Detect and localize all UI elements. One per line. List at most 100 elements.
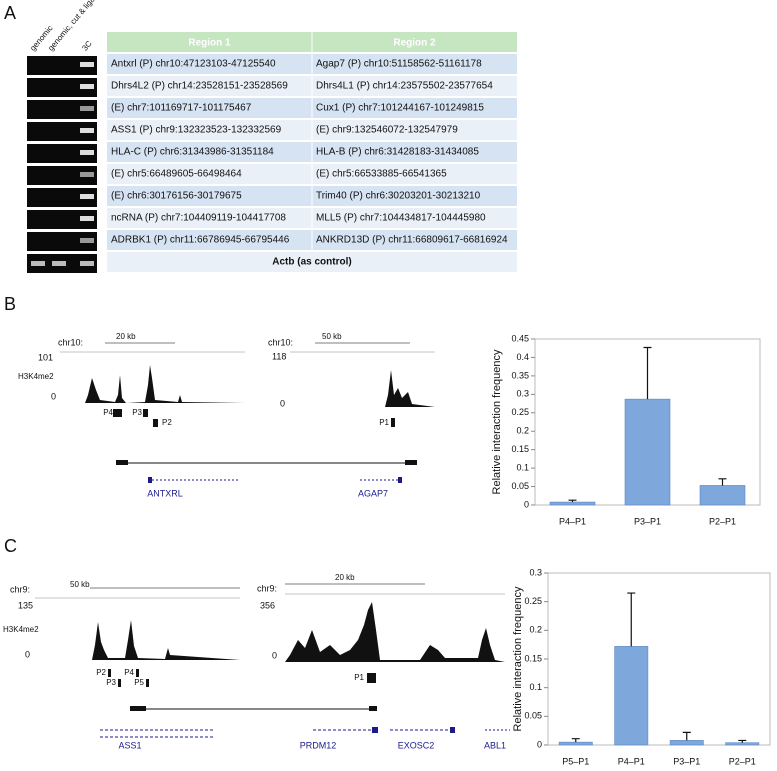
gel-lane [27,210,97,229]
anchor [116,460,128,465]
track-max: 101 [38,352,53,362]
gel [27,56,97,273]
y-tick-label: 0.2 [516,426,529,436]
x-tick-label: P4–P1 [559,516,586,526]
table-footer: Actb (as control) [272,257,351,268]
y-axis-label: Relative interaction frequency [491,349,503,494]
gel-band [80,128,94,133]
table-cell: Trim40 (P) chr6:30203201-30213210 [316,191,481,202]
bar [614,646,649,746]
gel-band [80,150,94,155]
table-cell: Antxrl (P) chr10:47123103-47125540 [111,59,276,70]
chrom: chr9: [10,584,30,594]
y-tick-label: 0 [537,739,542,749]
exon [372,727,378,733]
table-cell: (E) chr5:66489605-66498464 [111,169,242,180]
gene-label: ASS1 [118,740,141,750]
element [108,669,111,677]
table-cell: ADRBK1 (P) chr11:66786945-66795446 [111,235,290,246]
y-tick-label: 0.35 [511,370,529,380]
browser-b: chr10: 20 kb 101 H3K4me2 0 P4 P3 P2 chr1… [18,332,435,498]
gel-lane [27,122,97,141]
error-bar [738,739,747,743]
table-cell: ASS1 (P) chr9:132323523-132332569 [111,125,282,136]
element-label: P4 [103,408,113,417]
error-bar [682,731,691,741]
table-row-bg [107,252,517,272]
y-tick-label: 0.05 [511,481,529,491]
element-label: P1 [354,673,364,682]
element [146,679,149,687]
gene-label: EXOSC2 [398,740,435,750]
y-tick-label: 0.1 [529,682,542,692]
track-max: 118 [272,351,286,361]
track-name: H3K4me2 [3,625,39,634]
y-tick-label: 0.3 [516,389,529,399]
element [118,679,121,687]
table-cell: (E) chr7:101169717-101175467 [111,103,252,114]
gel-band [31,261,45,266]
table-cell: HLA-C (P) chr6:31343986-31351184 [111,147,274,158]
table: Region 1 Region 2 Antxrl (P) chr10:4712310… [107,32,517,272]
table-cell: (E) chr6:30176156-30179675 [111,191,242,202]
x-tick-label: P2–P1 [729,756,756,766]
element-label: P3 [132,408,142,417]
chrom: chr9: [257,583,277,593]
plot-frame [547,572,771,746]
exon [450,727,455,733]
panel-label: C [4,536,17,556]
track-max: 135 [18,600,33,610]
chrom: chr10: [58,337,83,347]
signal [285,602,505,662]
panel-label: A [4,3,16,23]
bar [725,742,760,746]
x-tick-label: P3–P1 [673,756,700,766]
bar [549,501,596,506]
y-tick-label: 0.25 [524,596,542,606]
element-label: P1 [379,418,389,427]
charts: Relative interaction frequency 0 0.05 0.1 0.… [491,333,771,766]
element [143,409,148,417]
element [113,409,122,417]
gene-label: ABL1 [484,740,506,750]
scale: 50 kb [70,580,90,589]
table-cell: (E) chr9:132546072-132547979 [316,125,458,136]
y-tick-label: 0.05 [524,711,542,721]
browser-c: chr9: 50 kb 135 H3K4me2 0 P2 P3 P4 P5 ch… [3,573,510,750]
anchor [130,706,146,711]
y-tick-label: 0.25 [511,407,529,417]
scale: 20 kb [335,573,355,582]
y-tick-label: 0.3 [529,567,542,577]
signal [290,370,435,407]
gel-lane [27,166,97,185]
x-tick-label: P3–P1 [634,516,661,526]
chrom: chr10: [268,337,293,347]
element [367,673,376,683]
gene-label: PRDM12 [300,740,337,750]
element [136,669,139,677]
scale: 20 kb [116,332,136,341]
gel-band [80,194,94,199]
gel-band [80,62,94,67]
x-tick-label: P4–P1 [618,756,645,766]
table-cell: Agap7 (P) chr10:51158562-51161178 [316,59,482,70]
track-min: 0 [25,649,30,659]
bar [699,485,746,506]
y-tick-label: 0 [524,499,529,509]
panel-label: B [4,294,16,314]
y-tick-label: 0.45 [511,333,529,343]
track-max: 356 [260,600,275,610]
table-cell: HLA-B (P) chr6:31428183-31434085 [316,147,479,158]
table-header: Region 1 [188,38,231,49]
scale: 50 kb [322,332,342,341]
signal [55,365,245,403]
table-cell: ncRNA (P) chr7:104409119-104417708 [111,213,286,224]
error-bar [718,478,727,486]
error-bar [571,738,580,743]
exon [148,477,152,483]
bar [558,741,593,746]
y-tick-label: 0.15 [511,444,529,454]
y-tick-label: 0.1 [516,462,529,472]
y-tick-label: 0.2 [529,625,542,635]
element-label: P2 [96,668,106,677]
